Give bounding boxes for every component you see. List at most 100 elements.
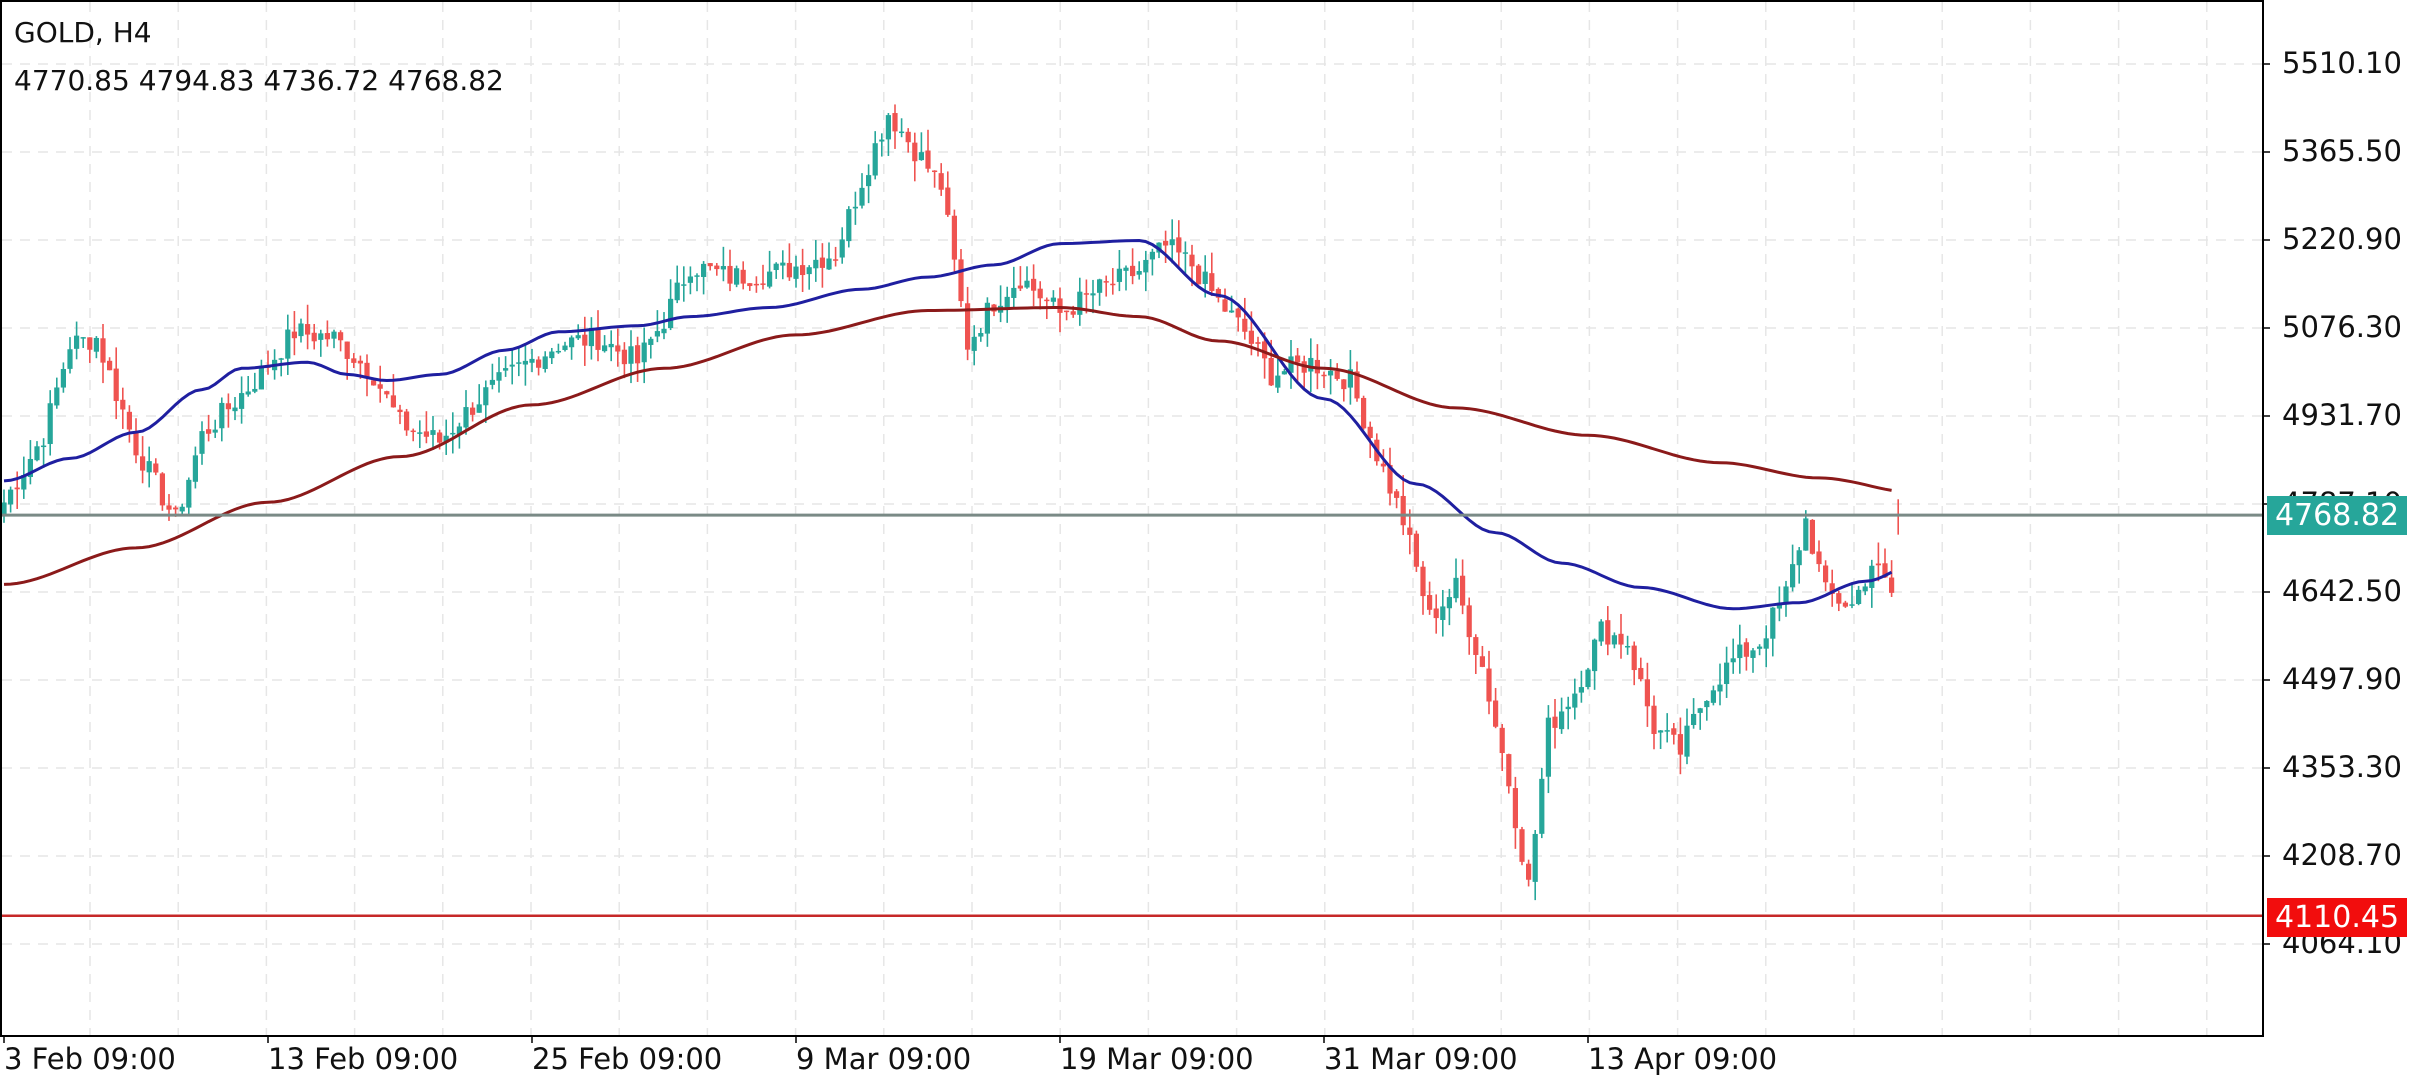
candle-body [536,359,542,368]
candle-body [1222,299,1228,312]
candle-body [159,473,165,506]
candle-body [1565,706,1571,710]
candle-body [1631,645,1637,671]
candle-body [450,432,456,435]
candle-body [483,387,489,406]
candle-body [173,507,179,510]
time-axis-label: 19 Mar 09:00 [1060,1042,1254,1076]
candle-body [357,360,363,364]
candle-body [1875,563,1881,566]
candle-body [1394,491,1400,498]
candle-body [417,432,423,434]
candle-body [1796,550,1802,566]
candle-body [1829,583,1835,594]
candle-body [1024,280,1030,288]
candle-body [1526,863,1532,880]
candle-body [1182,252,1188,254]
candle-body [839,239,845,258]
price-axis-label: 4642.50 [2282,574,2402,608]
time-axis-label: 31 Mar 09:00 [1324,1042,1518,1076]
candle-body [1757,646,1763,649]
candle-body [1552,716,1558,728]
candle-body [126,411,132,430]
candle-body [971,336,977,351]
candle-body [773,263,779,271]
candle-body [1334,370,1340,379]
candle-body [727,265,733,284]
candle-body [608,343,614,348]
candle-body [1519,829,1525,862]
candle-body [938,173,944,190]
candle-body [753,283,759,286]
candle-body [918,152,924,161]
candle-body [661,328,667,334]
candle-body [437,432,443,443]
candle-body [1856,589,1862,604]
current-price-tag: 4768.82 [2267,496,2407,535]
candle-body [476,404,482,413]
candle-body [67,349,73,369]
moving-average-line-slow [3,306,1892,586]
candle-body [852,206,858,209]
price-axis-label: 5365.50 [2282,134,2402,168]
candle-body [404,411,410,431]
candle-body [1486,668,1492,702]
candle-body [285,329,291,359]
candle-body [1308,357,1314,372]
candle-body [1083,293,1089,295]
candle-body [1361,397,1367,429]
candle-body [371,380,377,386]
price-axis-label: 4497.90 [2282,662,2402,696]
candle-body [470,407,476,415]
candle-body [1295,355,1301,363]
candle-body [107,360,113,371]
candle-body [1572,693,1578,708]
candle-body [324,333,330,340]
candle-body [1387,464,1393,494]
candle-body [1103,281,1109,283]
candle-body [423,431,429,437]
candle-body [740,269,746,284]
candle-body [1783,586,1789,605]
candle-body [1116,268,1122,282]
candle-body [377,384,383,389]
candle-body [503,368,509,371]
candle-body [364,362,370,379]
candle-body [1037,288,1043,299]
candle-body [793,266,799,279]
candle-body [1097,279,1103,293]
candle-body [509,364,515,367]
candle-body [410,430,416,433]
candle-body [1849,604,1855,606]
time-axis-label: 13 Feb 09:00 [268,1042,459,1076]
candle-body [1321,374,1327,377]
candle-body [681,284,687,286]
candle-body [456,426,462,435]
candle-body [93,337,99,352]
candle-body [1050,297,1056,302]
candle-body [87,337,93,350]
candle-body [899,131,905,134]
candle-body [384,391,390,395]
candle-body [1242,318,1248,332]
candle-body [1149,251,1155,260]
candle-body [1110,283,1116,286]
candle-body [206,429,212,434]
candle-body [1235,308,1241,318]
candle-body [34,446,40,461]
candle-body [1809,519,1815,554]
candle-body [872,143,878,176]
candle-body [113,368,119,402]
candle-body [1750,650,1756,658]
candle-body [760,283,766,285]
candle-body [47,403,53,445]
candle-body [542,356,548,369]
candle-body [318,333,324,340]
candle-body [1420,566,1426,597]
candle-body [1209,273,1215,291]
candle-body [767,271,773,287]
candle-body [1651,705,1657,734]
candle-body [1869,565,1875,588]
